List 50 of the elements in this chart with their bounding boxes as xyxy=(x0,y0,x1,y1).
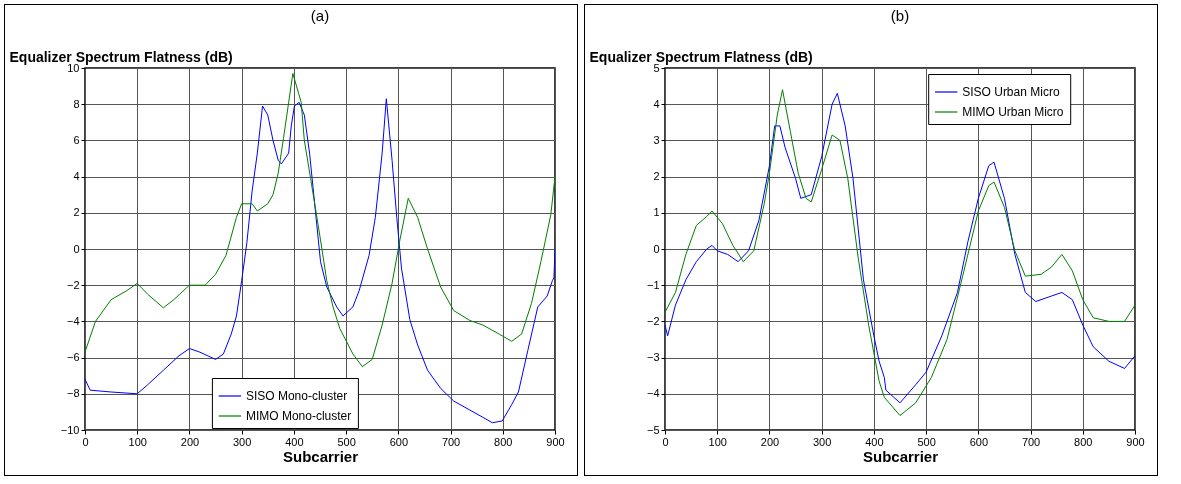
x-tick-label: 300 xyxy=(232,435,252,448)
x-tick-label: 100 xyxy=(128,435,147,448)
y-tick-label: −4 xyxy=(646,387,660,400)
line-series xyxy=(85,98,555,424)
y-tick-label: −6 xyxy=(66,351,80,364)
x-axis-title: Subcarrier xyxy=(862,447,939,465)
y-tick-label: −8 xyxy=(66,387,80,400)
y-tick-label: 1 xyxy=(653,206,660,219)
line-series xyxy=(85,72,555,368)
y-tick-label: −5 xyxy=(646,423,660,436)
x-axis-title: Subcarrier xyxy=(282,447,359,465)
x-tick-label: 800 xyxy=(1074,435,1093,448)
x-tick-label: 0 xyxy=(662,435,669,448)
x-tick-label: 900 xyxy=(546,435,565,448)
y-tick-label: 8 xyxy=(73,97,80,110)
x-tick-label: 100 xyxy=(708,435,727,448)
x-tick-label: 500 xyxy=(337,435,356,448)
x-tick-label: 0 xyxy=(82,435,89,448)
y-tick-label: 6 xyxy=(73,133,80,146)
y-tick-label: 2 xyxy=(73,206,80,219)
x-tick-label: 700 xyxy=(441,435,461,448)
x-tick-label: 900 xyxy=(1126,435,1145,448)
x-tick-label: 600 xyxy=(389,435,409,448)
x-tick-label: 200 xyxy=(760,435,780,448)
x-tick-label: 300 xyxy=(812,435,832,448)
legend-label: SISO Mono-cluster xyxy=(245,389,348,403)
chart-title: (a) xyxy=(310,7,330,24)
y-tick-label: 0 xyxy=(73,242,80,255)
chart-title: (b) xyxy=(890,7,910,24)
legend-label: MIMO Urban Micro xyxy=(962,105,1064,119)
y-tick-label: 3 xyxy=(653,133,660,146)
y-tick-label: 4 xyxy=(73,170,80,183)
x-tick-label: 700 xyxy=(1021,435,1041,448)
y-tick-label: −4 xyxy=(66,314,80,327)
y-tick-label: −2 xyxy=(646,314,660,327)
y-tick-label: −3 xyxy=(646,351,660,364)
x-tick-label: 400 xyxy=(285,435,304,448)
x-tick-label: 600 xyxy=(969,435,989,448)
y-tick-label: −10 xyxy=(60,423,80,436)
legend-label: MIMO Mono-cluster xyxy=(245,409,352,423)
y-tick-label: −2 xyxy=(66,278,80,291)
x-tick-label: 500 xyxy=(917,435,936,448)
x-tick-label: 400 xyxy=(865,435,884,448)
y-tick-label: 4 xyxy=(653,97,660,110)
x-tick-label: 800 xyxy=(494,435,513,448)
y-tick-label: −1 xyxy=(646,278,660,291)
y-tick-label: 0 xyxy=(653,242,660,255)
y-tick-label: 2 xyxy=(653,170,660,183)
legend-label: SISO Urban Micro xyxy=(962,85,1060,99)
x-tick-label: 200 xyxy=(180,435,200,448)
